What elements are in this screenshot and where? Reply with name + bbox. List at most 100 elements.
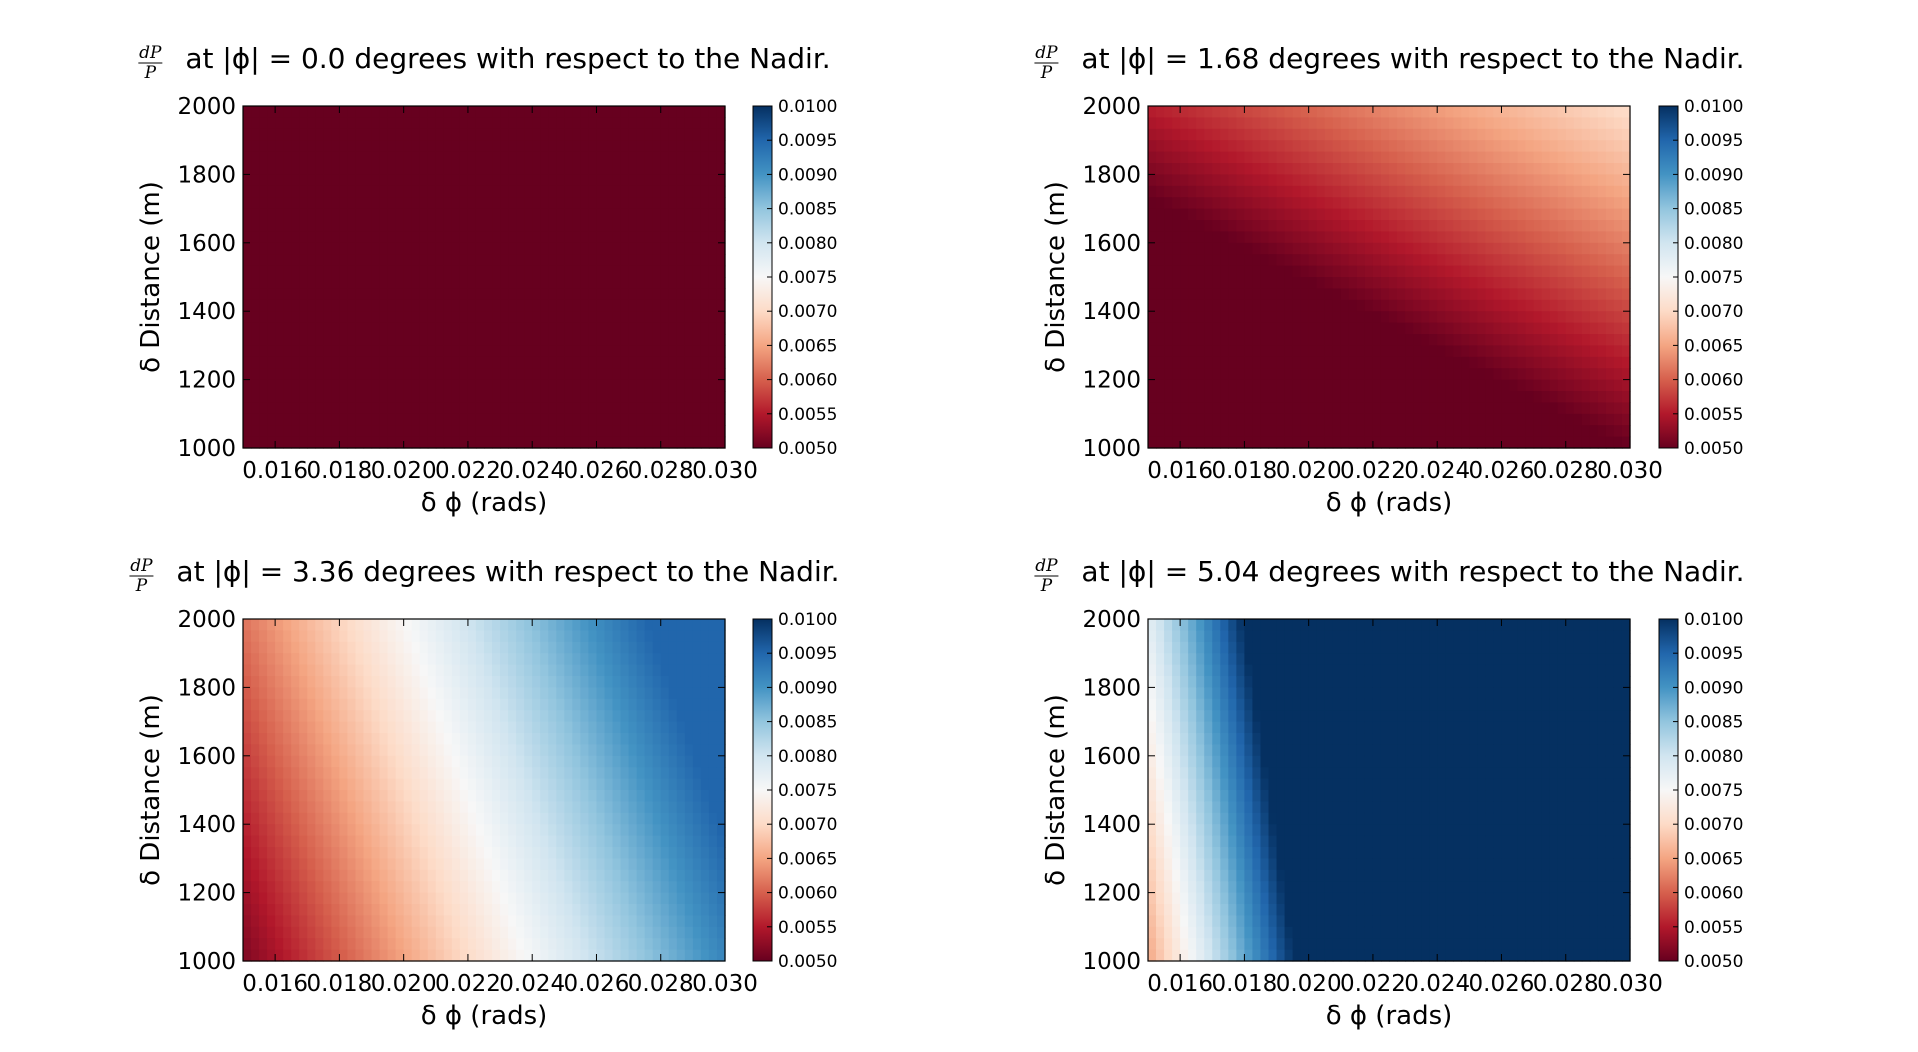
heatmap-cell bbox=[1525, 208, 1535, 221]
heatmap-cell bbox=[1244, 220, 1254, 232]
heatmap-cell bbox=[1437, 299, 1446, 312]
heatmap-cell bbox=[403, 197, 413, 210]
heatmap-cell bbox=[1292, 391, 1302, 403]
heatmap-cell bbox=[371, 379, 381, 392]
heatmap-cell bbox=[700, 197, 710, 210]
heatmap-cell bbox=[411, 801, 421, 814]
heatmap-cell bbox=[371, 812, 381, 825]
heatmap-cell bbox=[508, 710, 517, 723]
heatmap-cell bbox=[323, 402, 332, 415]
heatmap-cell bbox=[668, 174, 678, 187]
heatmap-cell bbox=[395, 653, 405, 666]
heatmap-cell bbox=[1244, 391, 1254, 403]
heatmap-cell bbox=[692, 413, 702, 426]
heatmap-cell bbox=[1501, 197, 1511, 210]
heatmap-cell bbox=[620, 288, 630, 301]
heatmap-cell bbox=[532, 790, 541, 802]
heatmap-cell bbox=[459, 630, 469, 643]
heatmap-cell bbox=[443, 881, 453, 894]
heatmap-cell bbox=[1252, 208, 1262, 221]
heatmap-cell bbox=[475, 288, 485, 301]
heatmap-cell bbox=[556, 733, 565, 745]
heatmap-cell bbox=[275, 869, 284, 882]
heatmap-cell bbox=[540, 801, 549, 814]
heatmap-cell bbox=[612, 242, 622, 255]
fraction-denominator: P bbox=[1040, 63, 1053, 83]
heatmap-cell bbox=[1597, 231, 1607, 244]
heatmap-cell bbox=[419, 288, 429, 301]
colorbar: 0.00500.00550.00600.00650.00700.00750.00… bbox=[1658, 97, 1743, 459]
heatmap-cell bbox=[644, 368, 654, 381]
heatmap-cell bbox=[572, 174, 581, 187]
heatmap-cell bbox=[451, 744, 461, 757]
heatmap-cell bbox=[1340, 402, 1350, 415]
heatmap-cell bbox=[1541, 334, 1551, 346]
heatmap-cell bbox=[443, 242, 453, 255]
heatmap-cell bbox=[1308, 379, 1318, 392]
heatmap-cell bbox=[267, 653, 276, 666]
heatmap-cell bbox=[652, 117, 662, 130]
heatmap-cell bbox=[1340, 288, 1350, 301]
heatmap-cell bbox=[596, 151, 606, 164]
heatmap-cell bbox=[548, 277, 557, 289]
heatmap-cell bbox=[259, 619, 268, 631]
heatmap-cell bbox=[363, 311, 373, 324]
heatmap-cell bbox=[403, 379, 413, 392]
heatmap-cell bbox=[1148, 151, 1157, 164]
heatmap-cell bbox=[708, 311, 718, 324]
heatmap-cell bbox=[1212, 254, 1221, 267]
heatmap-cell bbox=[484, 938, 493, 951]
heatmap-cell bbox=[459, 733, 469, 745]
heatmap-cell bbox=[556, 904, 565, 916]
heatmap-cell bbox=[1284, 185, 1294, 198]
heatmap-cell bbox=[1236, 345, 1245, 358]
heatmap-cell bbox=[492, 185, 501, 198]
heatmap-cell bbox=[1196, 425, 1205, 438]
heatmap-cell bbox=[259, 676, 268, 688]
heatmap-cell bbox=[347, 151, 357, 164]
heatmap-cell bbox=[1164, 413, 1173, 426]
heatmap-cell bbox=[1485, 220, 1495, 232]
heatmap-cell bbox=[1292, 402, 1302, 415]
heatmap-cell bbox=[540, 778, 549, 791]
heatmap-cell bbox=[419, 197, 429, 210]
heatmap-cell bbox=[540, 767, 549, 780]
heatmap-cell bbox=[355, 892, 365, 905]
heatmap-cell bbox=[1284, 391, 1294, 403]
heatmap-cell bbox=[363, 185, 373, 198]
heatmap-cell bbox=[1212, 185, 1221, 198]
heatmap-cell bbox=[532, 938, 541, 951]
heatmap-cell bbox=[299, 869, 308, 882]
heatmap-cell bbox=[315, 334, 324, 346]
heatmap-cell bbox=[1573, 117, 1583, 130]
heatmap-cell bbox=[251, 140, 260, 153]
heatmap-cell bbox=[508, 197, 517, 210]
heatmap-cell bbox=[548, 311, 557, 324]
heatmap-cell bbox=[588, 322, 598, 335]
heatmap-cell bbox=[1356, 334, 1366, 346]
heatmap-cell bbox=[684, 379, 694, 392]
heatmap-cell bbox=[1268, 117, 1278, 130]
heatmap-cell bbox=[612, 425, 622, 438]
heatmap-cell bbox=[644, 379, 654, 392]
heatmap-cell bbox=[371, 824, 381, 837]
heatmap-cell bbox=[596, 379, 606, 392]
heatmap-cell bbox=[668, 128, 678, 141]
heatmap-cell bbox=[1252, 288, 1262, 301]
heatmap-cell bbox=[492, 299, 501, 312]
heatmap-cell bbox=[387, 277, 397, 289]
heatmap-cell bbox=[1493, 106, 1503, 118]
heatmap-cell bbox=[1292, 277, 1302, 289]
heatmap-cell bbox=[684, 242, 694, 255]
heatmap-cell bbox=[299, 128, 308, 141]
heatmap-cell bbox=[564, 265, 573, 278]
heatmap-cell bbox=[1300, 425, 1310, 438]
heatmap-cell bbox=[1533, 242, 1543, 255]
heatmap-cell bbox=[291, 824, 300, 837]
heatmap-cell bbox=[275, 265, 284, 278]
heatmap-cell bbox=[644, 277, 654, 289]
heatmap-cell bbox=[379, 721, 389, 734]
heatmap-cell bbox=[1541, 311, 1551, 324]
heatmap-cell bbox=[299, 311, 308, 324]
heatmap-cell bbox=[395, 619, 405, 631]
